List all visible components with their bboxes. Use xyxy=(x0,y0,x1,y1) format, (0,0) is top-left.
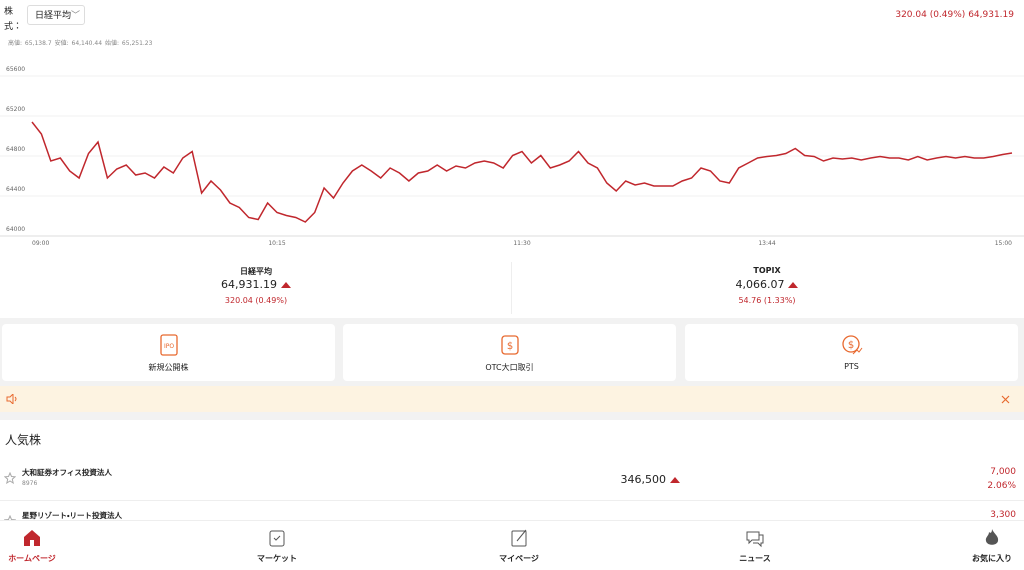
nav-item[interactable]: ニュース xyxy=(715,527,795,564)
divider xyxy=(511,262,512,314)
x-tick-label: 11:30 xyxy=(513,240,530,247)
close-button[interactable] xyxy=(1001,395,1010,404)
nav-item[interactable]: ホームページ xyxy=(0,527,72,564)
y-tick-label: 64400 xyxy=(6,186,25,193)
y-tick-label: 64000 xyxy=(6,226,25,233)
index-change: 54.76 (1.33%) xyxy=(738,296,796,305)
stock-change-pct: 2.06% xyxy=(987,481,1016,491)
favorite-star[interactable] xyxy=(4,472,16,484)
stat: 始値: 65,251.23 xyxy=(104,40,153,47)
x-tick-label: 15:00 xyxy=(995,240,1012,247)
nav-label: マイページ xyxy=(499,554,539,563)
stat: 高値: 65,138.7 xyxy=(8,40,52,47)
nav-icon xyxy=(511,529,527,547)
index-name: 日経平均 xyxy=(240,267,272,276)
row-divider xyxy=(0,500,1024,501)
nav-label: マーケット xyxy=(257,554,297,563)
up-arrow xyxy=(280,282,291,288)
header-quote: 320.04 (0.49%) 64,931.19 xyxy=(895,10,1014,20)
x-tick-label: 09:00 xyxy=(32,240,49,247)
svg-text:$: $ xyxy=(506,341,512,352)
index-change: 320.04 (0.49%) xyxy=(224,296,288,305)
index-price: 4,066.07 xyxy=(735,278,785,291)
selector-text: 日経平均 xyxy=(35,11,72,21)
stock-price: 346,500 xyxy=(600,473,680,486)
notice-bar xyxy=(0,386,1024,412)
y-tick-label: 65600 xyxy=(6,66,25,73)
menu-label: PTS xyxy=(844,362,859,371)
stock-change: 3,300 xyxy=(990,510,1016,520)
stats: 高値: 65,138.7 安値: 64,140.44 始値: 65,251.23 xyxy=(8,38,152,47)
nav-item[interactable]: お気に入り xyxy=(952,527,1024,564)
up-arrow xyxy=(670,477,680,483)
section-title: 人気株 xyxy=(5,433,42,447)
svg-text:$: $ xyxy=(847,340,853,351)
index-value: 4,066.07 xyxy=(667,278,867,291)
menu-label: OTC大口取引 xyxy=(485,363,534,372)
stock-name: 大和証券オフィス投資法人 xyxy=(22,468,112,477)
menu-label: 新規公開株 xyxy=(148,363,189,372)
icon-text: IPO xyxy=(163,343,173,350)
nav-item[interactable]: マイページ xyxy=(479,527,559,564)
stock-change: 7,000 xyxy=(990,467,1016,477)
up-arrow xyxy=(788,282,799,288)
chart: 64000 64400 64800 65200 65600 09:00 10:15 11:30… xyxy=(0,66,1024,247)
index-selector[interactable]: 日経平均﹀ xyxy=(27,5,85,25)
y-tick-label: 65200 xyxy=(6,106,25,113)
nav-item[interactable]: マーケット xyxy=(237,527,317,564)
nav-icon xyxy=(985,529,999,545)
x-tick-label: 10:15 xyxy=(268,240,285,247)
nav-label: お気に入り xyxy=(972,554,1012,563)
index-value: 64,931.19 xyxy=(156,278,356,291)
y-tick-label: 64800 xyxy=(6,146,25,153)
ipo-icon: IPO xyxy=(159,334,178,356)
price-text: 346,500 xyxy=(620,473,667,486)
stat: 安値: 64,140.44 xyxy=(54,40,103,47)
x-tick-label: 13:44 xyxy=(758,240,775,247)
pts-icon: $ xyxy=(841,335,862,355)
menu-card[interactable]: IPO 新規公開株 xyxy=(2,324,335,381)
nav-icon xyxy=(24,530,40,546)
nav-label: ホームページ xyxy=(8,554,56,563)
index-name: TOPIX xyxy=(753,266,781,275)
menu-card[interactable]: $ OTC大口取引 xyxy=(343,324,676,381)
star-shape xyxy=(4,472,16,484)
price-line xyxy=(31,121,1013,223)
menu-card[interactable]: $ PTS xyxy=(685,324,1018,381)
market-label: 株式： xyxy=(4,7,23,32)
nav-label: ニュース xyxy=(739,554,771,563)
otc-icon: $ xyxy=(500,335,519,355)
index-price: 64,931.19 xyxy=(221,278,277,291)
header-change: 320.04 (0.49%) xyxy=(895,10,966,20)
speaker-icon xyxy=(6,394,17,404)
stock-code: 8976 xyxy=(22,480,38,487)
stock-name: 星野リゾート・リート投資法人 xyxy=(22,511,123,520)
nav-icon xyxy=(269,530,285,547)
header-price: 64,931.19 xyxy=(968,10,1014,20)
nav-icon xyxy=(746,531,764,548)
